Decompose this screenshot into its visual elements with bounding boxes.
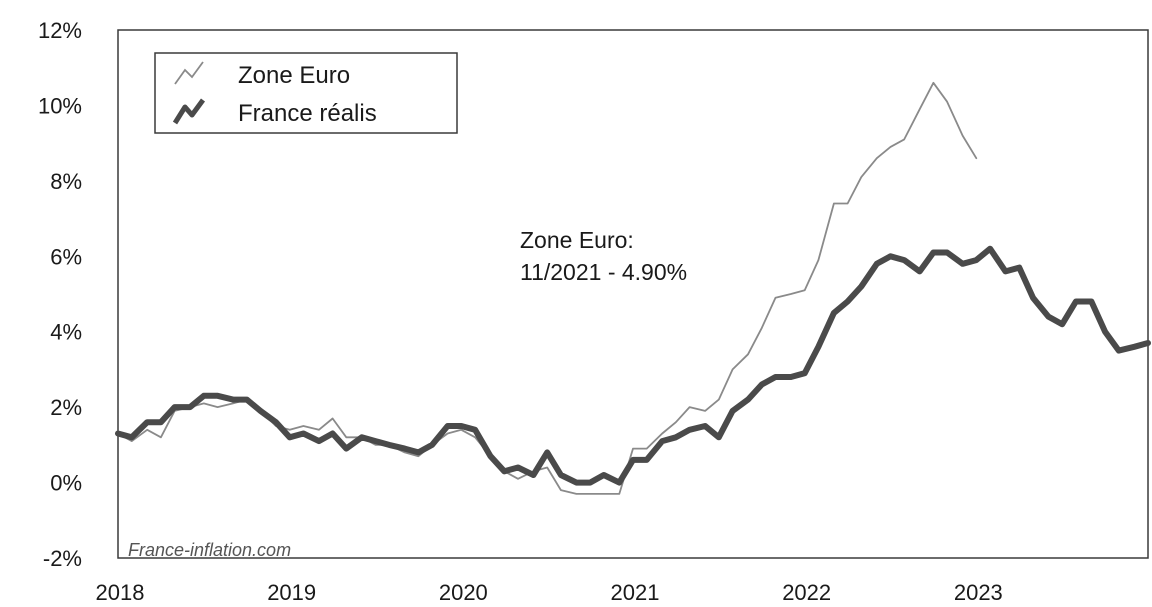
series-line-france bbox=[115, 245, 1151, 486]
y-tick-label: 10% bbox=[38, 93, 82, 118]
x-tick-label: 2021 bbox=[611, 580, 660, 605]
y-tick-label: 8% bbox=[50, 169, 82, 194]
legend-label-france: France réalis bbox=[238, 100, 377, 127]
plot-frame bbox=[117, 29, 1149, 559]
y-axis-ticks: 12% 10% 8% 6% 4% 2% 0% -2% bbox=[38, 18, 82, 571]
watermark-text: France-inflation.com bbox=[128, 540, 291, 560]
y-tick-label: 6% bbox=[50, 244, 82, 269]
series-layer bbox=[115, 81, 1151, 495]
x-tick-label: 2020 bbox=[439, 580, 488, 605]
x-tick-label: 2018 bbox=[96, 580, 145, 605]
x-tick-label: 2023 bbox=[954, 580, 1003, 605]
legend-swatch-zone-euro bbox=[174, 61, 204, 85]
y-tick-label: -2% bbox=[43, 546, 82, 571]
x-axis-ticks: 2018 2019 2020 2021 2022 2023 bbox=[96, 580, 1003, 605]
series-line-zone-euro bbox=[117, 81, 978, 495]
x-tick-label: 2022 bbox=[782, 580, 831, 605]
annotation-line-2: 11/2021 - 4.90% bbox=[520, 259, 687, 285]
y-tick-label: 0% bbox=[50, 471, 82, 496]
legend-box bbox=[154, 52, 458, 134]
y-tick-label: 2% bbox=[50, 395, 82, 420]
x-tick-label: 2019 bbox=[267, 580, 316, 605]
y-tick-label: 4% bbox=[50, 320, 82, 345]
y-tick-label: 12% bbox=[38, 18, 82, 43]
annotation-line-1: Zone Euro: bbox=[520, 227, 634, 253]
legend: Zone Euro France réalis bbox=[154, 52, 458, 134]
legend-label-zone-euro: Zone Euro bbox=[238, 62, 350, 89]
legend-swatch-france bbox=[172, 98, 206, 125]
